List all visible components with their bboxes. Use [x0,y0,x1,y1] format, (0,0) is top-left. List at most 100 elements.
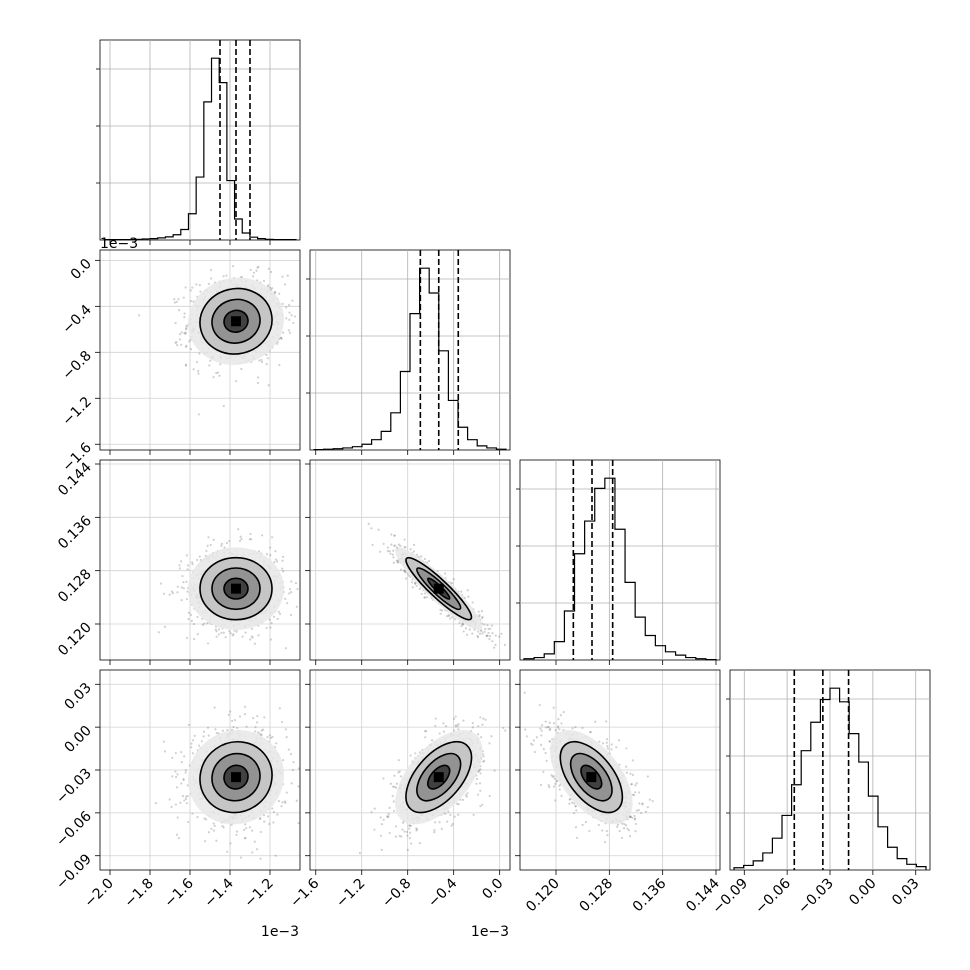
scatter-point [260,534,264,537]
scatter-point [183,316,186,319]
scatter-point [258,817,261,821]
scatter-point [186,564,190,567]
scatter-point [255,269,258,272]
scatter-point [185,325,188,328]
scatter-point [281,759,285,762]
scatter-point [257,550,261,553]
hist-panel-1 [306,249,511,451]
scatter-point [220,631,223,634]
scatter-point [185,597,189,601]
scatter-point [277,610,280,613]
scatter-point [542,770,545,773]
panel-frame-2-0 [99,459,301,661]
scatter-point [278,612,282,615]
scatter-point [440,827,443,831]
scatter-point [434,717,437,720]
scatter-point [180,782,183,785]
scatter-point [554,799,557,802]
scatter-point [251,851,254,854]
scatter-point [243,705,247,708]
scatter-point [423,596,427,599]
contour-3-0-1 [211,752,261,802]
scatter-point [425,596,429,599]
contour-2-1-2 [405,556,473,621]
scatter-point [478,769,481,772]
scatter-point [265,353,268,357]
scatter-point [276,560,279,563]
scatter-point [490,624,494,627]
scatter-point [477,630,480,633]
scatter-point [195,558,199,562]
scatter-point [634,791,637,794]
scatter-point [168,593,171,596]
scatter-panel-3-1 [309,669,511,871]
scatter-point [557,718,560,721]
scatter-point [444,725,448,728]
scatter-point [464,627,468,630]
scatter-point [206,544,209,547]
scatter-point [388,831,391,835]
scatter-point [182,777,185,781]
scatter-point [182,778,185,782]
scatter-point [286,274,289,277]
scatter-point [189,338,192,342]
scatter-point [415,828,419,831]
scatter-point [409,831,412,834]
scatter-point [254,730,257,733]
scatter-point [606,745,609,748]
scatter-point [198,555,201,558]
hist-step-2 [523,477,717,661]
scatter-point [457,728,460,731]
scatter-point [219,363,222,366]
scatter-point [281,302,284,305]
scatter-point [392,800,395,803]
scatter-point [409,754,412,757]
scatter-point [461,623,464,626]
scatter-point [491,640,494,643]
scatter-point [180,560,183,563]
scatter-point [256,721,259,724]
scatter-point [285,317,288,320]
scatter-point [180,761,183,764]
hist-step-3 [733,687,927,870]
scatter-point [285,735,288,739]
scatter-point [493,769,496,772]
scatter-point [480,736,483,739]
scatter-point [568,798,571,801]
scatter-point [392,561,395,564]
scatter-point [500,632,503,635]
scatter-point [370,810,373,814]
scatter-point [269,286,272,289]
density-peak-1-0 [231,316,241,327]
scatter-point [392,556,395,559]
scatter-point [269,270,273,274]
scatter-point [174,751,177,755]
scatter-point [193,734,196,737]
scatter-point [284,728,287,731]
scatter-point [287,303,291,307]
scatter-point [289,753,293,756]
scatter-point [483,630,486,633]
scatter-point [415,584,418,588]
scatter-point [222,631,225,634]
scatter-point [450,824,453,827]
scatter-point [224,636,227,639]
scatter-point [180,586,183,589]
scatter-point [215,732,218,735]
scatter-point [268,618,271,621]
scatter-point [179,333,182,336]
scatter-point [168,798,171,801]
density-peak-3-0 [231,772,241,783]
scatter-point [494,634,497,637]
scatter-point [399,775,403,778]
scatter-point [260,729,263,732]
scatter-point [250,538,253,541]
scatter-point [414,582,417,585]
scatter-point [187,723,191,727]
scatter-point [403,570,407,573]
scatter-point [605,720,608,723]
scatter-point [489,627,492,630]
scatter-point [284,647,287,650]
scatter-point [558,728,561,731]
